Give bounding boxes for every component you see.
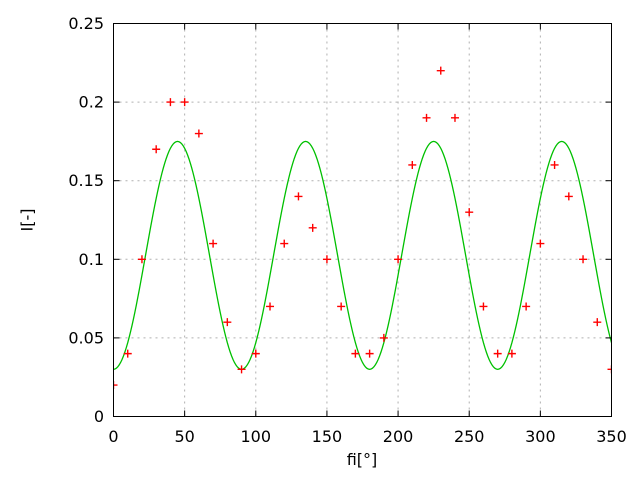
data-point-marker [266,302,275,311]
data-point-marker [251,349,260,358]
data-point-marker [123,349,132,358]
x-tick-label: 50 [174,427,194,446]
y-axis-label: I[-] [17,208,37,232]
data-point-marker [137,255,146,264]
data-point-marker [113,381,118,390]
y-tick-label: 0.2 [79,93,104,112]
data-point-marker [322,255,331,264]
data-point-marker [479,302,488,311]
data-point-marker [493,349,502,358]
data-points-group [113,66,612,390]
data-point-marker [294,192,303,201]
data-point-marker [394,255,403,264]
data-point-marker [280,239,289,248]
y-tick-label: 0.05 [68,328,104,347]
y-tick-label: 0.15 [68,171,104,190]
data-point-marker [223,318,232,327]
x-tick-label: 0 [108,427,118,446]
data-point-marker [379,333,388,342]
x-tick-label: 200 [383,427,414,446]
data-point-marker [237,365,246,374]
data-point-marker [522,302,531,311]
fit-curve-line [113,140,612,371]
data-point-marker [550,160,559,169]
data-point-marker [450,113,459,122]
plot-border [113,23,612,417]
y-tick-label: 0.25 [68,14,104,33]
data-point-marker [436,66,445,75]
data-point-marker [507,349,516,358]
data-point-marker [209,239,218,248]
data-point-marker [337,302,346,311]
data-point-marker [408,160,417,169]
x-tick-label: 350 [596,427,627,446]
x-axis-label: fi[°] [346,450,378,469]
data-point-marker [536,239,545,248]
x-tick-label: 100 [241,427,272,446]
data-point-marker [351,349,360,358]
data-point-marker [152,145,161,154]
data-point-marker [422,113,431,122]
data-point-marker [593,318,602,327]
data-point-marker [166,98,175,107]
data-point-marker [607,365,612,374]
x-tick-label: 250 [454,427,485,446]
data-point-marker [465,208,474,217]
data-point-marker [564,192,573,201]
x-tick-label: 300 [525,427,556,446]
data-point-marker [180,98,189,107]
data-point-marker [579,255,588,264]
data-point-marker [194,129,203,138]
y-tick-label: 0 [94,407,104,426]
y-tick-label: 0.1 [79,250,104,269]
x-tick-label: 150 [312,427,343,446]
data-point-marker [365,349,374,358]
data-point-marker [308,223,317,232]
